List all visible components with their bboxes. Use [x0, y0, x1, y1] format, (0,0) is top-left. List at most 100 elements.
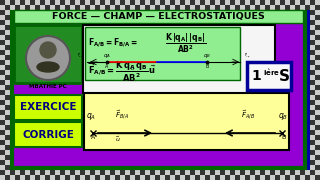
- Bar: [15, 0, 20, 5]
- Bar: [230, 170, 235, 175]
- Bar: [155, 170, 160, 175]
- Bar: [245, 5, 250, 10]
- Bar: [5, 35, 10, 40]
- Bar: [245, 170, 250, 175]
- Bar: [310, 10, 315, 15]
- Bar: [0, 130, 5, 135]
- Bar: [110, 170, 115, 175]
- Bar: [315, 60, 320, 65]
- Bar: [255, 5, 260, 10]
- Bar: [25, 175, 30, 180]
- Bar: [65, 175, 70, 180]
- Bar: [5, 30, 10, 35]
- Bar: [135, 5, 140, 10]
- Bar: [220, 170, 225, 175]
- Bar: [295, 170, 300, 175]
- Bar: [275, 0, 280, 5]
- Text: EXERCICE: EXERCICE: [20, 102, 76, 112]
- Bar: [315, 130, 320, 135]
- Bar: [240, 175, 245, 180]
- Bar: [260, 175, 265, 180]
- Bar: [315, 165, 320, 170]
- Bar: [315, 110, 320, 115]
- Bar: [310, 115, 315, 120]
- Bar: [95, 5, 100, 10]
- Bar: [10, 5, 15, 10]
- Bar: [0, 150, 5, 155]
- Bar: [35, 175, 40, 180]
- Bar: [210, 170, 215, 175]
- Bar: [0, 10, 5, 15]
- Bar: [30, 5, 35, 10]
- Bar: [40, 170, 45, 175]
- Bar: [0, 175, 5, 180]
- Bar: [10, 170, 15, 175]
- Bar: [310, 160, 315, 165]
- Bar: [175, 170, 180, 175]
- Bar: [300, 0, 305, 5]
- Bar: [90, 0, 95, 5]
- Bar: [5, 10, 10, 15]
- Bar: [140, 170, 145, 175]
- Bar: [145, 5, 150, 10]
- Bar: [180, 170, 185, 175]
- Bar: [315, 0, 320, 5]
- Bar: [55, 0, 60, 5]
- Bar: [0, 60, 5, 65]
- Bar: [5, 15, 10, 20]
- Bar: [5, 25, 10, 30]
- Bar: [160, 170, 165, 175]
- Bar: [95, 0, 100, 5]
- Bar: [35, 170, 40, 175]
- Bar: [315, 75, 320, 80]
- Bar: [165, 5, 170, 10]
- Bar: [285, 170, 290, 175]
- Bar: [5, 0, 10, 5]
- Bar: [5, 20, 10, 25]
- Bar: [310, 125, 315, 130]
- Bar: [310, 105, 315, 110]
- Bar: [0, 25, 5, 30]
- Bar: [205, 170, 210, 175]
- Text: $\mathbf{F_{A/B} = F_{B/A} =}$: $\mathbf{F_{A/B} = F_{B/A} =}$: [88, 37, 138, 49]
- Bar: [115, 170, 120, 175]
- Text: $\vec{F}_{B/A}$: $\vec{F}_{B/A}$: [115, 109, 129, 122]
- Bar: [315, 135, 320, 140]
- Bar: [0, 5, 5, 10]
- Bar: [165, 170, 170, 175]
- Bar: [75, 175, 80, 180]
- Bar: [265, 5, 270, 10]
- Bar: [245, 0, 250, 5]
- Bar: [310, 65, 315, 70]
- Bar: [310, 150, 315, 155]
- Bar: [45, 5, 50, 10]
- Bar: [270, 175, 275, 180]
- Bar: [315, 140, 320, 145]
- Bar: [0, 160, 5, 165]
- Bar: [165, 175, 170, 180]
- Bar: [40, 0, 45, 5]
- Bar: [0, 105, 5, 110]
- Bar: [130, 0, 135, 5]
- Bar: [105, 170, 110, 175]
- Bar: [0, 125, 5, 130]
- Bar: [200, 5, 205, 10]
- Bar: [300, 5, 305, 10]
- Bar: [310, 170, 315, 175]
- Bar: [250, 0, 255, 5]
- Bar: [40, 175, 45, 180]
- Bar: [15, 170, 20, 175]
- Text: $q_A$: $q_A$: [103, 52, 111, 60]
- Bar: [155, 0, 160, 5]
- Bar: [315, 20, 320, 25]
- Bar: [285, 175, 290, 180]
- Bar: [0, 140, 5, 145]
- Bar: [105, 5, 110, 10]
- Bar: [265, 170, 270, 175]
- Bar: [5, 55, 10, 60]
- Bar: [215, 0, 220, 5]
- Bar: [315, 50, 320, 55]
- Bar: [15, 175, 20, 180]
- Text: MBATHIE PC: MBATHIE PC: [29, 84, 67, 89]
- Bar: [70, 170, 75, 175]
